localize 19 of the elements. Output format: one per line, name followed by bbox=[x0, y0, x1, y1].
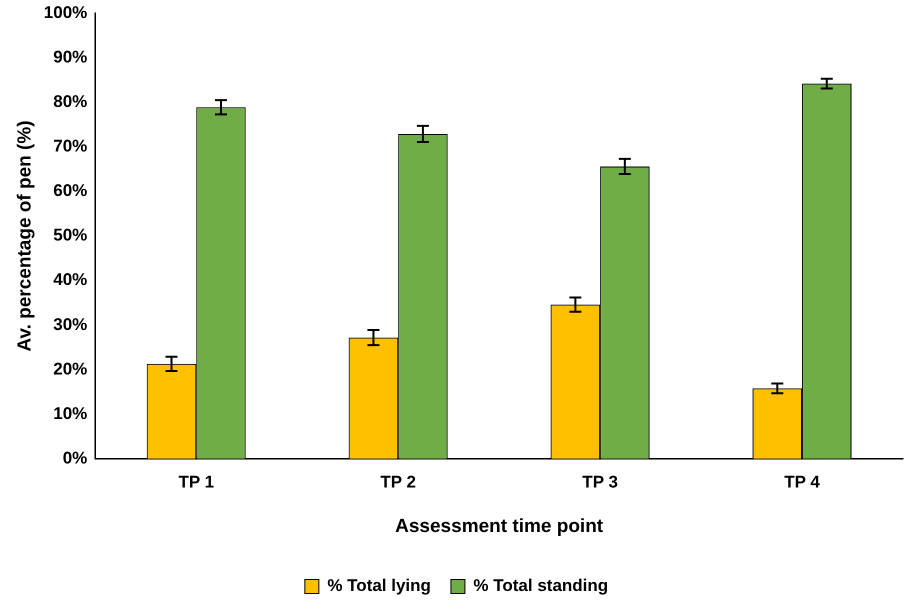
y-tick-label: 70% bbox=[53, 136, 88, 156]
legend-label: % Total standing bbox=[473, 576, 608, 596]
y-tick-label: 60% bbox=[53, 181, 88, 200]
y-tick-label: 0% bbox=[62, 448, 88, 468]
x-tick-label: TP 1 bbox=[178, 472, 214, 492]
y-tick-label: 80% bbox=[53, 92, 88, 112]
x-tick-label: TP 2 bbox=[380, 472, 416, 492]
y-tick-label: 40% bbox=[53, 270, 88, 290]
x-tick-label: TP 3 bbox=[582, 472, 618, 492]
y-tick-label: 90% bbox=[53, 47, 88, 66]
y-tick-label: 10% bbox=[53, 404, 88, 423]
x-axis-title: Assessment time point bbox=[395, 516, 604, 537]
y-axis-title: Av. percentage of pen (%) bbox=[14, 120, 36, 352]
y-tick-label: 20% bbox=[53, 359, 88, 378]
x-tick-label: TP 4 bbox=[784, 472, 820, 492]
y-tick-label: 50% bbox=[53, 226, 88, 245]
legend-label: % Total lying bbox=[327, 576, 431, 596]
y-tick-label: 30% bbox=[53, 314, 88, 334]
y-tick-label: 100% bbox=[44, 2, 88, 22]
